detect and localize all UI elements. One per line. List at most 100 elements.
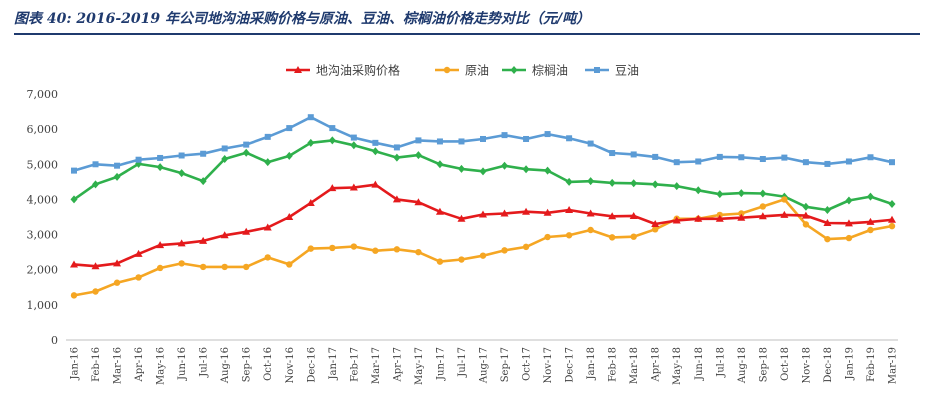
- data-point: [285, 213, 294, 220]
- data-point: [866, 192, 874, 201]
- y-tick-label: 3,000: [27, 229, 59, 242]
- data-point: [177, 239, 186, 247]
- data-point: [286, 125, 293, 132]
- data-point: [715, 214, 724, 222]
- data-point: [221, 145, 228, 152]
- x-tick-label: Aug-17: [479, 347, 490, 384]
- data-point: [436, 138, 443, 145]
- data-point: [888, 215, 896, 223]
- data-point: [372, 247, 379, 254]
- x-tick-label: Jan-18: [586, 347, 597, 381]
- data-point: [781, 154, 788, 161]
- data-point: [415, 137, 422, 144]
- legend-label: 豆油: [615, 64, 639, 78]
- data-point: [436, 258, 444, 265]
- x-tick-label: Nov-17: [543, 347, 554, 384]
- data-point: [801, 211, 810, 219]
- x-tick-label: Oct-17: [522, 347, 533, 381]
- data-point: [479, 210, 487, 218]
- data-point: [350, 141, 358, 150]
- data-point: [501, 161, 509, 170]
- x-tick-label: May-18: [672, 347, 683, 385]
- data-point: [758, 212, 767, 220]
- data-point: [349, 183, 358, 191]
- data-point: [522, 165, 530, 174]
- data-point: [759, 203, 767, 210]
- data-point: [544, 166, 552, 175]
- data-point: [221, 155, 229, 164]
- data-point: [135, 156, 142, 163]
- data-point: [608, 234, 616, 241]
- data-point: [695, 158, 702, 165]
- data-point: [199, 177, 207, 186]
- data-point: [113, 259, 122, 267]
- data-point: [264, 158, 272, 167]
- data-point: [781, 196, 788, 203]
- data-point: [156, 264, 164, 272]
- data-point: [522, 243, 530, 251]
- data-point: [652, 226, 659, 233]
- legend-label: 原油: [465, 64, 489, 78]
- data-point: [586, 209, 595, 217]
- data-point: [802, 202, 810, 211]
- y-tick-label: 6,000: [27, 123, 59, 136]
- x-tick-label: Jan-19: [844, 347, 855, 381]
- x-tick-label: Mar-19: [888, 347, 899, 384]
- data-point: [845, 234, 853, 242]
- figure-title: 图表 40: 2016-2019 年公司地沟油采购价格与原油、豆油、棕榈油价格走…: [14, 11, 591, 27]
- data-point: [458, 256, 465, 263]
- data-point: [436, 160, 444, 169]
- data-point: [587, 226, 594, 234]
- x-tick-label: Feb-18: [608, 347, 619, 382]
- data-point: [135, 274, 142, 281]
- x-tick-label: Jun-18: [694, 347, 705, 381]
- data-point: [759, 189, 767, 198]
- data-point: [178, 260, 185, 267]
- data-point: [673, 159, 680, 166]
- x-tick-label: Mar-17: [371, 347, 382, 384]
- x-tick-label: Nov-16: [285, 347, 296, 384]
- x-tick-label: Mar-18: [629, 347, 640, 384]
- data-point: [307, 138, 315, 147]
- data-point: [134, 249, 143, 257]
- legend-label: 棕榈油: [532, 63, 568, 78]
- data-point: [243, 141, 250, 148]
- data-point: [694, 214, 703, 222]
- data-point: [845, 158, 852, 165]
- data-point: [457, 164, 465, 173]
- x-tick-label: Apr-17: [392, 347, 403, 383]
- data-point: [113, 172, 121, 181]
- data-point: [651, 220, 660, 228]
- data-point: [501, 247, 508, 254]
- data-point: [479, 252, 487, 259]
- data-point: [415, 248, 422, 256]
- data-point: [70, 260, 78, 268]
- data-point: [501, 132, 508, 139]
- data-point: [824, 235, 831, 243]
- data-point: [178, 169, 186, 178]
- data-point: [458, 138, 465, 145]
- data-point: [716, 153, 723, 160]
- data-point: [393, 144, 400, 151]
- data-point: [414, 151, 422, 160]
- data-point: [70, 292, 78, 299]
- data-point: [328, 184, 337, 192]
- y-tick-label: 1,000: [27, 299, 59, 312]
- data-point: [199, 263, 207, 271]
- data-point: [652, 153, 659, 160]
- y-tick-label: 2,000: [27, 264, 59, 277]
- data-point: [457, 214, 466, 222]
- data-point: [414, 198, 423, 206]
- data-point: [867, 154, 874, 161]
- data-point: [306, 198, 315, 206]
- data-point: [242, 148, 250, 157]
- data-point: [845, 196, 853, 205]
- x-tick-label: Sep-16: [242, 347, 253, 382]
- data-point: [264, 133, 271, 140]
- data-point: [156, 241, 165, 249]
- data-point: [70, 195, 78, 204]
- x-tick-label: Jul-18: [715, 347, 726, 378]
- data-point: [587, 140, 594, 147]
- data-point: [479, 167, 487, 176]
